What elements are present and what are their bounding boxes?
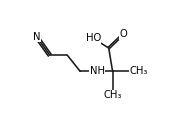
Text: CH₃: CH₃ [103, 90, 122, 100]
Text: N: N [33, 32, 41, 42]
Text: HO: HO [85, 33, 101, 43]
Text: CH₃: CH₃ [130, 66, 148, 76]
Text: O: O [119, 29, 127, 39]
Text: NH: NH [90, 66, 105, 76]
